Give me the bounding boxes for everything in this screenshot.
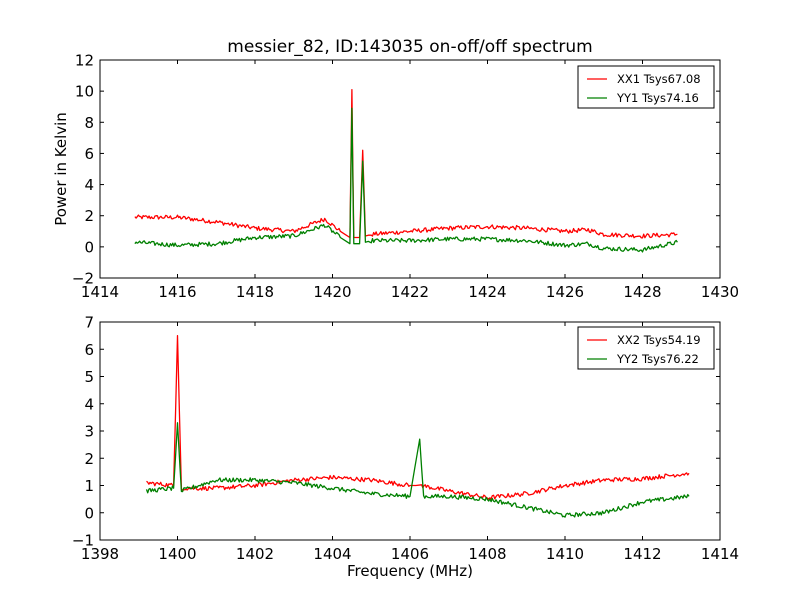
y-tick-label: 6	[84, 145, 94, 163]
bottom-plot: 1398 1400 1402 1404 1406 1408 1410 1412 1414 −1 0 1…	[72, 314, 739, 564]
series-line-xx1	[134, 88, 678, 239]
x-tick-label: 1414	[701, 545, 739, 563]
x-tick-label: 1406	[391, 545, 429, 563]
y-axis-label: Power in Kelvin	[52, 112, 70, 226]
legend-label: YY1 Tsys74.16	[616, 91, 699, 105]
x-tick-label: 1410	[546, 545, 584, 563]
x-tick-label: 1416	[158, 283, 196, 301]
series-line-xx2	[146, 334, 690, 500]
x-tick-label: 1408	[468, 545, 506, 563]
y-tick-label: −2	[72, 270, 94, 288]
x-tick-label: 1412	[623, 545, 661, 563]
x-tick-label: 1428	[623, 283, 661, 301]
y-tick-label: 0	[84, 238, 94, 256]
x-tick-label: 1418	[236, 283, 274, 301]
legend: XX2 Tsys54.19 YY2 Tsys76.22	[577, 326, 715, 370]
y-tick-label: 7	[84, 314, 94, 332]
legend-label: XX2 Tsys54.19	[617, 333, 701, 347]
legend-label: YY2 Tsys76.22	[616, 352, 699, 366]
x-tick-label: 1420	[313, 283, 351, 301]
y-tick-label: 8	[84, 114, 94, 132]
x-tick-label: 1402	[236, 545, 274, 563]
series-line-yy1	[134, 107, 678, 253]
y-tick-label: 12	[75, 52, 94, 70]
top-plot: 1414 1416 1418 1420 1422 1424 1426 1428 1430 −2 0 2…	[72, 52, 739, 302]
legend-label: XX1 Tsys67.08	[617, 72, 701, 86]
x-tick-label: 1400	[158, 545, 196, 563]
x-axis-label: Frequency (MHz)	[347, 562, 473, 580]
y-tick-label: 4	[84, 176, 94, 194]
series-line-yy2	[145, 422, 690, 518]
chart-title: messier_82, ID:143035 on-off/off spectru…	[227, 37, 592, 57]
y-tick-label: 5	[84, 368, 94, 386]
y-tick-label: 6	[84, 341, 94, 359]
x-tick-label: 1424	[468, 283, 506, 301]
y-tick-label: 10	[75, 83, 94, 101]
y-tick-label: 3	[84, 423, 94, 441]
legend: XX1 Tsys67.08 YY1 Tsys74.16	[577, 65, 715, 109]
x-tick-label: 1414	[81, 283, 119, 301]
y-tick-label: 0	[84, 504, 94, 522]
y-tick-label: 2	[84, 207, 94, 225]
x-tick-label: 1426	[546, 283, 584, 301]
y-tick-label: 1	[84, 477, 94, 495]
x-tick-label: 1422	[391, 283, 429, 301]
x-tick-label: 1398	[81, 545, 119, 563]
y-tick-label: 2	[84, 450, 94, 468]
x-tick-label: 1430	[701, 283, 739, 301]
x-tick-label: 1404	[313, 545, 351, 563]
y-tick-label: 4	[84, 395, 94, 413]
y-tick-label: −1	[72, 532, 94, 550]
